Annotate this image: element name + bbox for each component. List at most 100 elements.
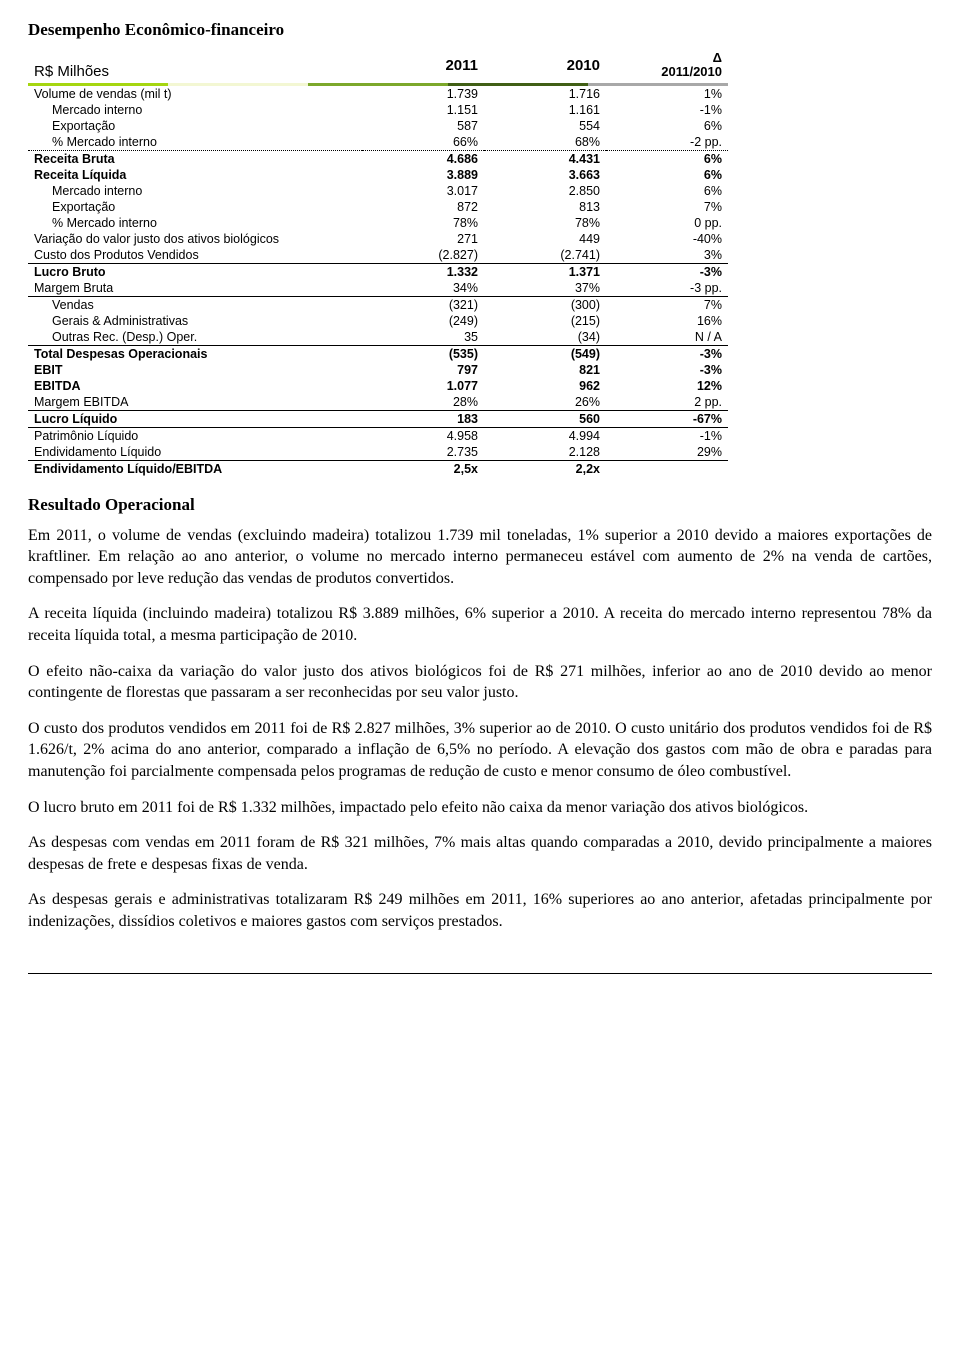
table-row: Variação do valor justo dos ativos bioló…	[28, 231, 728, 247]
cell-2011: (535)	[362, 345, 484, 362]
color-bar-segment	[448, 83, 588, 86]
row-label: Endividamento Líquido	[28, 444, 362, 461]
row-label: Endividamento Líquido/EBITDA	[28, 460, 362, 477]
cell-2010: 1.161	[484, 102, 606, 118]
cell-delta: 7%	[606, 296, 728, 313]
table-row: % Mercado interno78%78%0 pp.	[28, 215, 728, 231]
table-row: Outras Rec. (Desp.) Oper.35(34)N / A	[28, 329, 728, 346]
cell-delta: 6%	[606, 118, 728, 134]
cell-delta: -3%	[606, 263, 728, 280]
cell-2010: 554	[484, 118, 606, 134]
cell-2011: 3.889	[362, 167, 484, 183]
cell-2010: 962	[484, 378, 606, 394]
cell-2011: (249)	[362, 313, 484, 329]
cell-2011: 271	[362, 231, 484, 247]
row-label: % Mercado interno	[28, 134, 362, 151]
table-row: EBIT797821-3%	[28, 362, 728, 378]
cell-2010: 26%	[484, 394, 606, 411]
cell-2010: (215)	[484, 313, 606, 329]
cell-delta: -67%	[606, 410, 728, 427]
table-row: EBITDA1.07796212%	[28, 378, 728, 394]
cell-2010: 821	[484, 362, 606, 378]
cell-2010: 2.128	[484, 444, 606, 461]
body-paragraph: O efeito não-caixa da variação do valor …	[28, 661, 932, 704]
row-label: Mercado interno	[28, 102, 362, 118]
cell-2010: (549)	[484, 345, 606, 362]
row-label: Volume de vendas (mil t)	[28, 86, 362, 102]
body-paragraph: As despesas com vendas em 2011 foram de …	[28, 832, 932, 875]
cell-2010: 2.850	[484, 183, 606, 199]
cell-delta: 29%	[606, 444, 728, 461]
col-2010: 2010	[484, 50, 606, 81]
page-title: Desempenho Econômico-financeiro	[28, 20, 932, 40]
cell-delta: -1%	[606, 102, 728, 118]
cell-2011: 872	[362, 199, 484, 215]
row-label: % Mercado interno	[28, 215, 362, 231]
delta-symbol: Δ	[713, 50, 722, 65]
cell-delta: 7%	[606, 199, 728, 215]
row-label: Vendas	[28, 296, 362, 313]
color-bar-segment	[588, 83, 728, 86]
table-row: Patrimônio Líquido4.9584.994-1%	[28, 427, 728, 444]
table-row: Mercado interno3.0172.8506%	[28, 183, 728, 199]
cell-delta: -40%	[606, 231, 728, 247]
table-row: Endividamento Líquido2.7352.12829%	[28, 444, 728, 461]
color-bar-segment	[308, 83, 448, 86]
cell-delta: 3%	[606, 247, 728, 264]
cell-2011: 4.958	[362, 427, 484, 444]
row-label: Lucro Líquido	[28, 410, 362, 427]
row-label: EBITDA	[28, 378, 362, 394]
cell-2011: 2.735	[362, 444, 484, 461]
cell-2011: 1.739	[362, 86, 484, 102]
cell-2010: 2,2x	[484, 460, 606, 477]
cell-delta: -3%	[606, 362, 728, 378]
cell-2011: 4.686	[362, 150, 484, 167]
cell-2011: 2,5x	[362, 460, 484, 477]
row-label: EBIT	[28, 362, 362, 378]
cell-2011: 1.151	[362, 102, 484, 118]
table-row: Vendas(321)(300)7%	[28, 296, 728, 313]
table-row: Custo dos Produtos Vendidos(2.827)(2.741…	[28, 247, 728, 264]
body-paragraph: Em 2011, o volume de vendas (excluindo m…	[28, 525, 932, 590]
table-row: Gerais & Administrativas(249)(215)16%	[28, 313, 728, 329]
cell-delta: 6%	[606, 183, 728, 199]
row-label: Variação do valor justo dos ativos bioló…	[28, 231, 362, 247]
unit-label: R$ Milhões	[28, 50, 362, 81]
row-label: Exportação	[28, 199, 362, 215]
row-label: Margem EBITDA	[28, 394, 362, 411]
color-bar-segment	[168, 83, 308, 86]
row-label: Custo dos Produtos Vendidos	[28, 247, 362, 264]
col-delta: Δ 2011/2010	[606, 50, 728, 81]
cell-2010: 3.663	[484, 167, 606, 183]
section-subtitle: Resultado Operacional	[28, 495, 932, 515]
col-2011: 2011	[362, 50, 484, 81]
body-paragraph: O lucro bruto em 2011 foi de R$ 1.332 mi…	[28, 797, 932, 819]
cell-2010: (34)	[484, 329, 606, 346]
cell-2010: 813	[484, 199, 606, 215]
cell-2010: 37%	[484, 280, 606, 297]
cell-2010: 4.431	[484, 150, 606, 167]
row-label: Receita Bruta	[28, 150, 362, 167]
body-paragraph: O custo dos produtos vendidos em 2011 fo…	[28, 718, 932, 783]
cell-2011: 35	[362, 329, 484, 346]
table-row: Margem Bruta34%37%-3 pp.	[28, 280, 728, 297]
cell-2011: 1.077	[362, 378, 484, 394]
cell-2011: 797	[362, 362, 484, 378]
cell-delta: 0 pp.	[606, 215, 728, 231]
row-label: Margem Bruta	[28, 280, 362, 297]
table-row: Receita Bruta4.6864.4316%	[28, 150, 728, 167]
delta-years: 2011/2010	[661, 64, 722, 79]
row-label: Total Despesas Operacionais	[28, 345, 362, 362]
cell-2011: 3.017	[362, 183, 484, 199]
cell-2010: 1.716	[484, 86, 606, 102]
footer-rule	[28, 973, 932, 974]
cell-2011: 1.332	[362, 263, 484, 280]
body-paragraph: As despesas gerais e administrativas tot…	[28, 889, 932, 932]
cell-delta: 2 pp.	[606, 394, 728, 411]
financial-table: R$ Milhões 2011 2010 Δ 2011/2010 Volume …	[28, 50, 728, 477]
cell-2010: 4.994	[484, 427, 606, 444]
cell-2011: 28%	[362, 394, 484, 411]
cell-delta	[606, 460, 728, 477]
cell-2010: 560	[484, 410, 606, 427]
row-label: Patrimônio Líquido	[28, 427, 362, 444]
